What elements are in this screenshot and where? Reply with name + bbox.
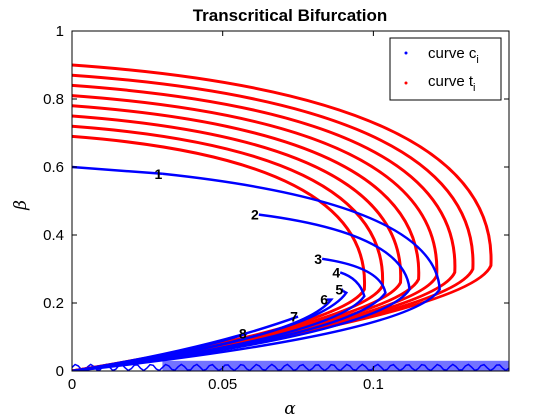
legend-label-c: curve c [428,45,477,62]
x-tick-label: 0.1 [363,376,384,393]
curve-number-label: 4 [332,264,340,280]
c-curve [72,298,334,371]
c-curve [72,213,411,371]
bottom-band [72,363,509,371]
y-axis-label: β [11,200,31,211]
x-tick-label: 0 [68,376,76,393]
y-tick-label: 1 [56,23,64,40]
legend: curve ci curve ti [389,37,502,101]
curve-number-label: 1 [155,166,163,182]
y-tick-label: 0.6 [43,159,64,176]
bottom-band-fill [162,360,509,371]
y-tick-label: 0.8 [43,91,64,108]
y-tick-label: 0.2 [43,295,64,312]
curve-number-label: 6 [320,292,328,308]
t-curve [72,134,366,371]
chart-title: Transcritical Bifurcation [193,6,388,25]
c-curve [72,172,441,371]
legend-label-t: curve t [428,73,474,90]
ticks-group: 0 0.05 0.1 0 0.2 0.4 0.6 0.8 1 [43,23,509,393]
y-tick-label: 0 [56,363,64,380]
curve-number-label: 2 [251,207,259,223]
c-curve [72,271,366,371]
curve-number-label: 3 [314,251,322,267]
x-tick-label: 0.05 [208,376,237,393]
c-curve [72,332,248,371]
y-tick-label: 0.4 [43,227,64,244]
axes-box [71,30,510,372]
curve-number-label: 5 [335,281,343,297]
curve-number-label: 7 [290,309,298,325]
curve-number-label: 8 [239,326,247,342]
legend-sub-c: i [476,54,478,66]
legend-marker-c [404,51,408,55]
legend-box [389,37,502,101]
curves-group [72,63,509,371]
c-curve-1-head [72,165,163,176]
legend-entry-c: curve ci [428,45,479,66]
legend-sub-t: i [473,82,475,94]
legend-marker-t [404,81,408,85]
legend-entry-t: curve ti [428,73,475,94]
x-axis-label: α [284,399,296,419]
t-curve [72,73,475,371]
